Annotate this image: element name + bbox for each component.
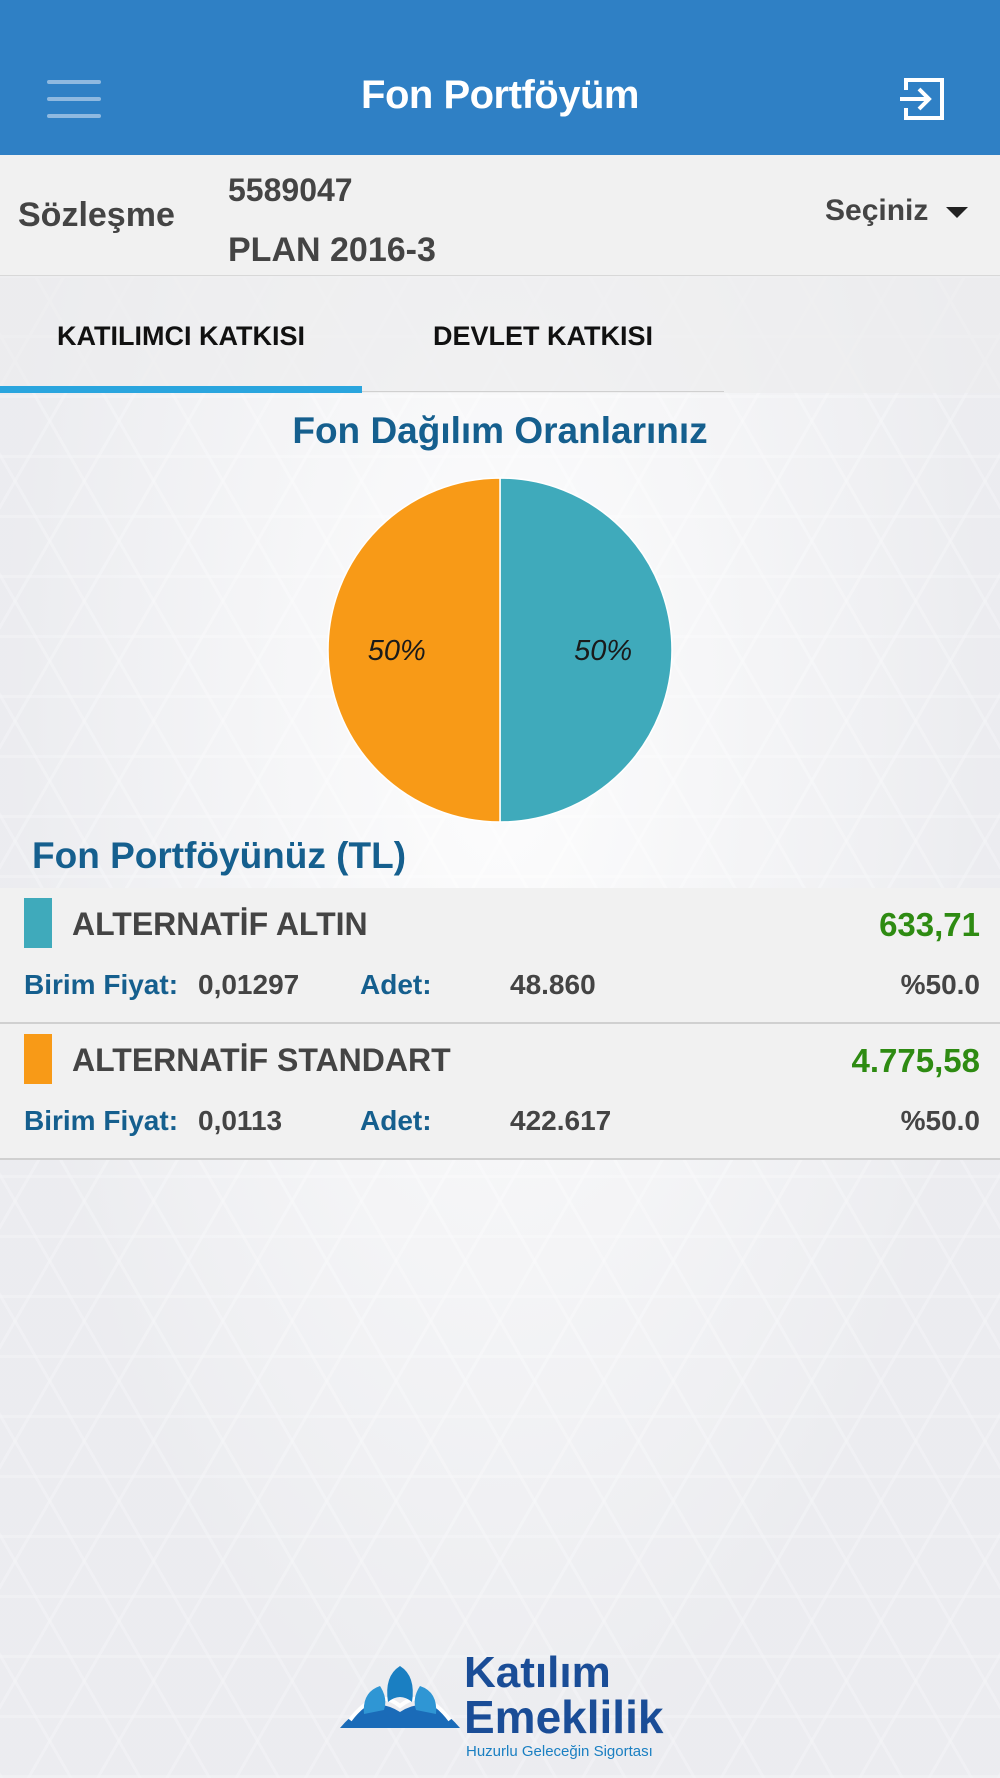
chart-title: Fon Dağılım Oranlarınız — [292, 410, 708, 451]
contract-dropdown[interactable]: Seçiniz — [825, 194, 969, 234]
pie-slice-label-1: 50% — [574, 635, 632, 667]
portfolio-title: Fon Portföyünüz (TL) — [32, 835, 407, 876]
fund-color-swatch — [24, 1034, 52, 1084]
logout-icon[interactable] — [898, 76, 946, 122]
fund-value: 633,71 — [879, 906, 980, 943]
fund-name: ALTERNATİF ALTIN — [72, 906, 368, 942]
pie-slice-2 — [327, 477, 501, 823]
pie-slice-label-2: 50% — [368, 635, 426, 667]
page-title: Fon Portföyüm — [361, 73, 639, 117]
percentage-value: %50.0 — [900, 969, 980, 1000]
list-item[interactable]: ALTERNATİF ALTIN 633,71 Birim Fiyat: 0,0… — [0, 888, 1000, 1024]
quantity-label: Adet: — [360, 1105, 432, 1136]
contract-selector-bar: Sözleşme 5589047 PLAN 2016-3 Seçiniz — [0, 155, 1000, 276]
contract-plan: PLAN 2016-3 — [228, 231, 436, 269]
fund-value: 4.775,58 — [851, 1042, 980, 1079]
fund-color-swatch — [24, 898, 52, 948]
quantity-label: Adet: — [360, 969, 432, 1000]
logo-text-line1: Katılım — [464, 1648, 611, 1697]
tab-divider — [362, 391, 724, 392]
unit-price-value: 0,01297 — [198, 969, 300, 1000]
katilim-emeklilik-logo: Katılım Emeklilik Huzurlu Geleceğin Sigo… — [330, 1640, 670, 1760]
percentage-value: %50.0 — [900, 1105, 980, 1136]
dropdown-label: Seçiniz — [825, 194, 929, 227]
fund-name: ALTERNATİF STANDART — [72, 1042, 451, 1078]
contract-label: Sözleşme — [18, 196, 175, 234]
fund-list: ALTERNATİF ALTIN 633,71 Birim Fiyat: 0,0… — [0, 888, 1000, 1160]
list-item[interactable]: ALTERNATİF STANDART 4.775,58 Birim Fiyat… — [0, 1024, 1000, 1160]
tab-state-contribution[interactable]: DEVLET KATKISI — [362, 276, 724, 393]
contract-number: 5589047 — [228, 172, 353, 208]
tab-label: DEVLET KATKISI — [432, 321, 653, 351]
unit-price-label: Birim Fiyat: — [24, 969, 179, 1000]
tab-participant-contribution[interactable]: KATILIMCI KATKISI — [0, 276, 362, 393]
tab-label: KATILIMCI KATKISI — [57, 321, 305, 351]
unit-price-label: Birim Fiyat: — [24, 1105, 179, 1136]
logo-mark-icon — [340, 1666, 460, 1728]
top-app-bar: Fon Portföyüm — [0, 0, 1000, 155]
chevron-down-icon — [946, 207, 969, 219]
fund-distribution-pie-chart: 50% 50% — [327, 477, 673, 823]
quantity-value: 48.860 — [510, 969, 596, 1000]
logo-text-line2: Emeklilik — [464, 1691, 664, 1743]
hamburger-menu-icon[interactable] — [47, 80, 101, 118]
active-tab-indicator — [0, 386, 362, 393]
logo-tagline: Huzurlu Geleceğin Sigortası — [466, 1743, 653, 1760]
pie-slice-1 — [499, 477, 673, 823]
quantity-value: 422.617 — [510, 1105, 612, 1136]
contribution-tabs: KATILIMCI KATKISI DEVLET KATKISI — [0, 276, 1000, 393]
unit-price-value: 0,0113 — [198, 1105, 283, 1136]
